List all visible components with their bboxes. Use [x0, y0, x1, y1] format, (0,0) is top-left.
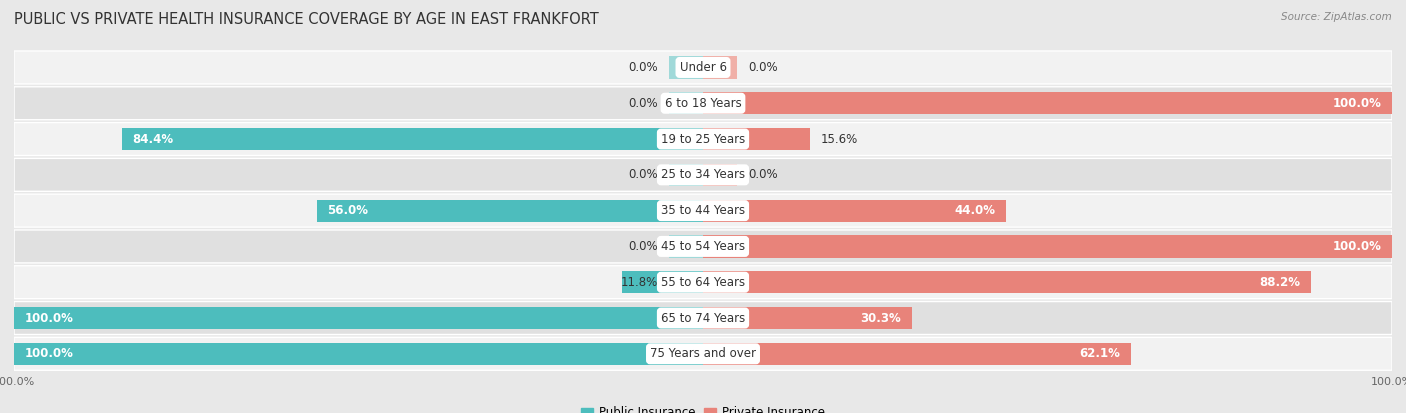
Text: 44.0%: 44.0%	[955, 204, 995, 217]
Text: 75 Years and over: 75 Years and over	[650, 347, 756, 360]
Text: 19 to 25 Years: 19 to 25 Years	[661, 133, 745, 145]
Text: 100.0%: 100.0%	[24, 311, 73, 325]
Bar	[703, 128, 810, 150]
FancyBboxPatch shape	[14, 301, 1392, 335]
Bar	[669, 92, 703, 114]
Text: Source: ZipAtlas.com: Source: ZipAtlas.com	[1281, 12, 1392, 22]
FancyBboxPatch shape	[14, 266, 1392, 299]
Text: 0.0%: 0.0%	[628, 97, 658, 110]
Bar	[703, 199, 1007, 222]
FancyBboxPatch shape	[14, 194, 1392, 227]
Text: 6 to 18 Years: 6 to 18 Years	[665, 97, 741, 110]
Text: 0.0%: 0.0%	[628, 169, 658, 181]
FancyBboxPatch shape	[14, 337, 1392, 370]
Bar	[703, 164, 738, 186]
Text: PUBLIC VS PRIVATE HEALTH INSURANCE COVERAGE BY AGE IN EAST FRANKFORT: PUBLIC VS PRIVATE HEALTH INSURANCE COVER…	[14, 12, 599, 27]
Bar	[669, 235, 703, 258]
Text: 0.0%: 0.0%	[748, 61, 778, 74]
Text: 0.0%: 0.0%	[748, 169, 778, 181]
Bar	[703, 307, 911, 329]
Text: 100.0%: 100.0%	[1333, 97, 1382, 110]
Text: 15.6%: 15.6%	[821, 133, 858, 145]
Bar	[703, 235, 1392, 258]
FancyBboxPatch shape	[14, 51, 1392, 84]
FancyBboxPatch shape	[14, 87, 1392, 120]
Bar	[14, 307, 703, 329]
FancyBboxPatch shape	[14, 158, 1392, 191]
Text: 0.0%: 0.0%	[628, 240, 658, 253]
Text: 25 to 34 Years: 25 to 34 Years	[661, 169, 745, 181]
Bar	[621, 271, 703, 293]
Text: 56.0%: 56.0%	[328, 204, 368, 217]
Text: 100.0%: 100.0%	[24, 347, 73, 360]
Text: 55 to 64 Years: 55 to 64 Years	[661, 276, 745, 289]
Legend: Public Insurance, Private Insurance: Public Insurance, Private Insurance	[576, 401, 830, 413]
Bar	[318, 199, 703, 222]
Text: 35 to 44 Years: 35 to 44 Years	[661, 204, 745, 217]
FancyBboxPatch shape	[14, 230, 1392, 263]
Text: 62.1%: 62.1%	[1080, 347, 1121, 360]
Bar	[703, 343, 1130, 365]
Text: 45 to 54 Years: 45 to 54 Years	[661, 240, 745, 253]
Text: 30.3%: 30.3%	[860, 311, 901, 325]
Text: Under 6: Under 6	[679, 61, 727, 74]
Bar	[703, 56, 738, 78]
Bar	[14, 343, 703, 365]
Text: 0.0%: 0.0%	[628, 61, 658, 74]
Bar	[669, 164, 703, 186]
Bar	[703, 271, 1310, 293]
Text: 65 to 74 Years: 65 to 74 Years	[661, 311, 745, 325]
Text: 100.0%: 100.0%	[1333, 240, 1382, 253]
FancyBboxPatch shape	[14, 123, 1392, 156]
Bar	[121, 128, 703, 150]
Text: 84.4%: 84.4%	[132, 133, 173, 145]
Text: 11.8%: 11.8%	[621, 276, 658, 289]
Text: 88.2%: 88.2%	[1260, 276, 1301, 289]
Bar	[703, 92, 1392, 114]
Bar	[669, 56, 703, 78]
